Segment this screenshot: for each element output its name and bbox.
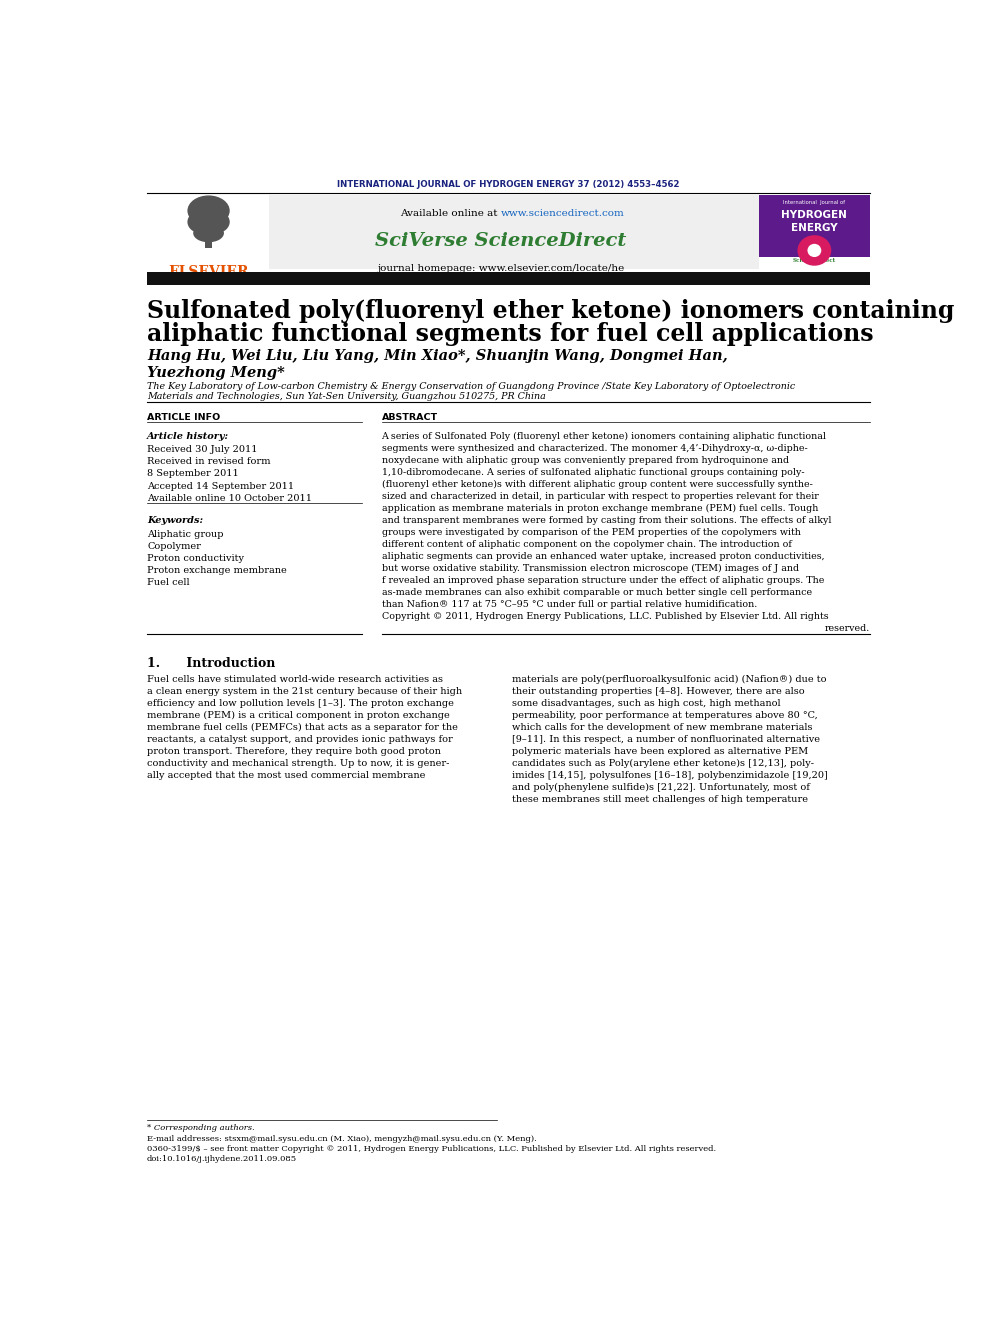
Text: Hang Hu, Wei Liu, Liu Yang, Min Xiao*, Shuanjin Wang, Dongmei Han,: Hang Hu, Wei Liu, Liu Yang, Min Xiao*, S…	[147, 349, 728, 364]
Text: candidates such as Poly(arylene ether ketone)s [12,13], poly-: candidates such as Poly(arylene ether ke…	[512, 759, 814, 769]
Text: SciVerse ScienceDirect: SciVerse ScienceDirect	[375, 232, 626, 250]
Text: 8 September 2011: 8 September 2011	[147, 470, 239, 479]
Text: A series of Sulfonated Poly (fluorenyl ether ketone) ionomers containing aliphat: A series of Sulfonated Poly (fluorenyl e…	[382, 431, 826, 441]
Text: ELSEVIER: ELSEVIER	[169, 265, 249, 279]
Text: Article history:: Article history:	[147, 431, 229, 441]
Text: proton transport. Therefore, they require both good proton: proton transport. Therefore, they requir…	[147, 747, 440, 757]
Text: imides [14,15], polysulfones [16–18], polybenzimidazole [19,20]: imides [14,15], polysulfones [16–18], po…	[512, 771, 828, 781]
Ellipse shape	[807, 243, 821, 257]
Text: Available online 10 October 2011: Available online 10 October 2011	[147, 493, 312, 503]
Text: noxydecane with aliphatic group was conveniently prepared from hydroquinone and: noxydecane with aliphatic group was conv…	[382, 456, 789, 464]
Text: these membranes still meet challenges of high temperature: these membranes still meet challenges of…	[512, 795, 808, 804]
Text: as-made membranes can also exhibit comparable or much better single cell perform: as-made membranes can also exhibit compa…	[382, 587, 811, 597]
Text: HYDROGEN: HYDROGEN	[782, 209, 847, 220]
Text: Sulfonated poly(fluorenyl ether ketone) ionomers containing: Sulfonated poly(fluorenyl ether ketone) …	[147, 299, 954, 323]
Text: ARTICLE INFO: ARTICLE INFO	[147, 413, 220, 422]
Text: Fuel cell: Fuel cell	[147, 578, 189, 587]
Text: some disadvantages, such as high cost, high methanol: some disadvantages, such as high cost, h…	[512, 699, 781, 708]
Text: 1.      Introduction: 1. Introduction	[147, 656, 276, 669]
Text: journal homepage: www.elsevier.com/locate/he: journal homepage: www.elsevier.com/locat…	[377, 263, 624, 273]
Ellipse shape	[798, 235, 831, 266]
Text: 0360-3199/$ – see front matter Copyright © 2011, Hydrogen Energy Publications, L: 0360-3199/$ – see front matter Copyright…	[147, 1144, 716, 1152]
Text: segments were synthesized and characterized. The monomer 4,4’-Dihydroxy-α, ω-dip: segments were synthesized and characteri…	[382, 443, 807, 452]
Text: E-mail addresses: stsxm@mail.sysu.edu.cn (M. Xiao), mengyzh@mail.sysu.edu.cn (Y.: E-mail addresses: stsxm@mail.sysu.edu.cn…	[147, 1135, 537, 1143]
Bar	[759, 257, 870, 269]
Text: permeability, poor performance at temperatures above 80 °C,: permeability, poor performance at temper…	[512, 710, 818, 720]
Text: Proton exchange membrane: Proton exchange membrane	[147, 566, 287, 576]
Text: Keywords:: Keywords:	[147, 516, 203, 525]
Text: INTERNATIONAL JOURNAL OF HYDROGEN ENERGY 37 (2012) 4553–4562: INTERNATIONAL JOURNAL OF HYDROGEN ENERGY…	[337, 180, 680, 189]
Text: a clean energy system in the 21st century because of their high: a clean energy system in the 21st centur…	[147, 687, 462, 696]
Text: Materials and Technologies, Sun Yat-Sen University, Guangzhou 510275, PR China: Materials and Technologies, Sun Yat-Sen …	[147, 392, 546, 401]
Text: [9–11]. In this respect, a number of nonfluorinated alternative: [9–11]. In this respect, a number of non…	[512, 736, 820, 744]
Text: but worse oxidative stability. Transmission electron microscope (TEM) images of : but worse oxidative stability. Transmiss…	[382, 564, 799, 573]
Text: ScienceDirect: ScienceDirect	[793, 258, 836, 262]
Text: Fuel cells have stimulated world-wide research activities as: Fuel cells have stimulated world-wide re…	[147, 675, 443, 684]
Ellipse shape	[187, 196, 230, 226]
Text: ENERGY: ENERGY	[791, 224, 837, 233]
Bar	[147, 196, 269, 269]
Ellipse shape	[193, 224, 224, 242]
Text: Available online at: Available online at	[400, 209, 501, 218]
Text: f revealed an improved phase separation structure under the effect of aliphatic : f revealed an improved phase separation …	[382, 576, 824, 585]
Text: * Corresponding authors.: * Corresponding authors.	[147, 1125, 255, 1132]
Text: different content of aliphatic component on the copolymer chain. The introductio: different content of aliphatic component…	[382, 540, 792, 549]
Bar	[759, 196, 870, 269]
Text: groups were investigated by comparison of the PEM properties of the copolymers w: groups were investigated by comparison o…	[382, 528, 801, 537]
Ellipse shape	[202, 210, 230, 233]
Text: Copolymer: Copolymer	[147, 542, 201, 550]
Text: conductivity and mechanical strength. Up to now, it is gener-: conductivity and mechanical strength. Up…	[147, 759, 449, 769]
Text: aliphatic functional segments for fuel cell applications: aliphatic functional segments for fuel c…	[147, 321, 874, 345]
Text: The Key Laboratory of Low-carbon Chemistry & Energy Conservation of Guangdong Pr: The Key Laboratory of Low-carbon Chemist…	[147, 382, 796, 390]
Text: Proton conductivity: Proton conductivity	[147, 554, 244, 564]
Text: International  Journal of: International Journal of	[784, 200, 845, 205]
Text: and transparent membranes were formed by casting from their solutions. The effec: and transparent membranes were formed by…	[382, 516, 831, 525]
Text: materials are poly(perfluoroalkysulfonic acid) (Nafion®) due to: materials are poly(perfluoroalkysulfonic…	[512, 675, 826, 684]
Text: Copyright © 2011, Hydrogen Energy Publications, LLC. Published by Elsevier Ltd. : Copyright © 2011, Hydrogen Energy Public…	[382, 613, 828, 620]
Text: polymeric materials have been explored as alternative PEM: polymeric materials have been explored a…	[512, 747, 808, 757]
Text: Received 30 July 2011: Received 30 July 2011	[147, 445, 258, 454]
Text: than Nafion® 117 at 75 °C–95 °C under full or partial relative humidification.: than Nafion® 117 at 75 °C–95 °C under fu…	[382, 601, 757, 609]
Text: and poly(phenylene sulfide)s [21,22]. Unfortunately, most of: and poly(phenylene sulfide)s [21,22]. Un…	[512, 783, 810, 792]
Text: membrane fuel cells (PEMFCs) that acts as a separator for the: membrane fuel cells (PEMFCs) that acts a…	[147, 724, 458, 732]
Ellipse shape	[187, 210, 214, 233]
Text: Accepted 14 September 2011: Accepted 14 September 2011	[147, 482, 295, 491]
Text: which calls for the development of new membrane materials: which calls for the development of new m…	[512, 724, 812, 732]
Text: reactants, a catalyst support, and provides ionic pathways for: reactants, a catalyst support, and provi…	[147, 736, 452, 744]
Bar	[147, 196, 870, 269]
Text: 1,10-dibromodecane. A series of sulfonated aliphatic functional groups containin: 1,10-dibromodecane. A series of sulfonat…	[382, 468, 805, 476]
Text: aliphatic segments can provide an enhanced water uptake, increased proton conduc: aliphatic segments can provide an enhanc…	[382, 552, 824, 561]
Text: membrane (PEM) is a critical component in proton exchange: membrane (PEM) is a critical component i…	[147, 710, 449, 720]
Text: ABSTRACT: ABSTRACT	[382, 413, 437, 422]
Text: application as membrane materials in proton exchange membrane (PEM) fuel cells. : application as membrane materials in pro…	[382, 504, 818, 513]
Text: Received in revised form: Received in revised form	[147, 458, 271, 466]
Text: Aliphatic group: Aliphatic group	[147, 529, 223, 538]
Text: efficiency and low pollution levels [1–3]. The proton exchange: efficiency and low pollution levels [1–3…	[147, 699, 454, 708]
Text: reserved.: reserved.	[824, 624, 870, 634]
Bar	[147, 271, 870, 284]
Text: their outstanding properties [4–8]. However, there are also: their outstanding properties [4–8]. Howe…	[512, 687, 805, 696]
Text: www.sciencedirect.com: www.sciencedirect.com	[501, 209, 624, 218]
Text: doi:10.1016/j.ijhydene.2011.09.085: doi:10.1016/j.ijhydene.2011.09.085	[147, 1155, 298, 1163]
Text: ally accepted that the most used commercial membrane: ally accepted that the most used commerc…	[147, 771, 426, 781]
Bar	[205, 232, 211, 249]
Text: Yuezhong Meng*: Yuezhong Meng*	[147, 365, 285, 380]
Text: sized and characterized in detail, in particular with respect to properties rele: sized and characterized in detail, in pa…	[382, 492, 818, 501]
Text: (fluorenyl ether ketone)s with different aliphatic group content were successful: (fluorenyl ether ketone)s with different…	[382, 480, 812, 490]
